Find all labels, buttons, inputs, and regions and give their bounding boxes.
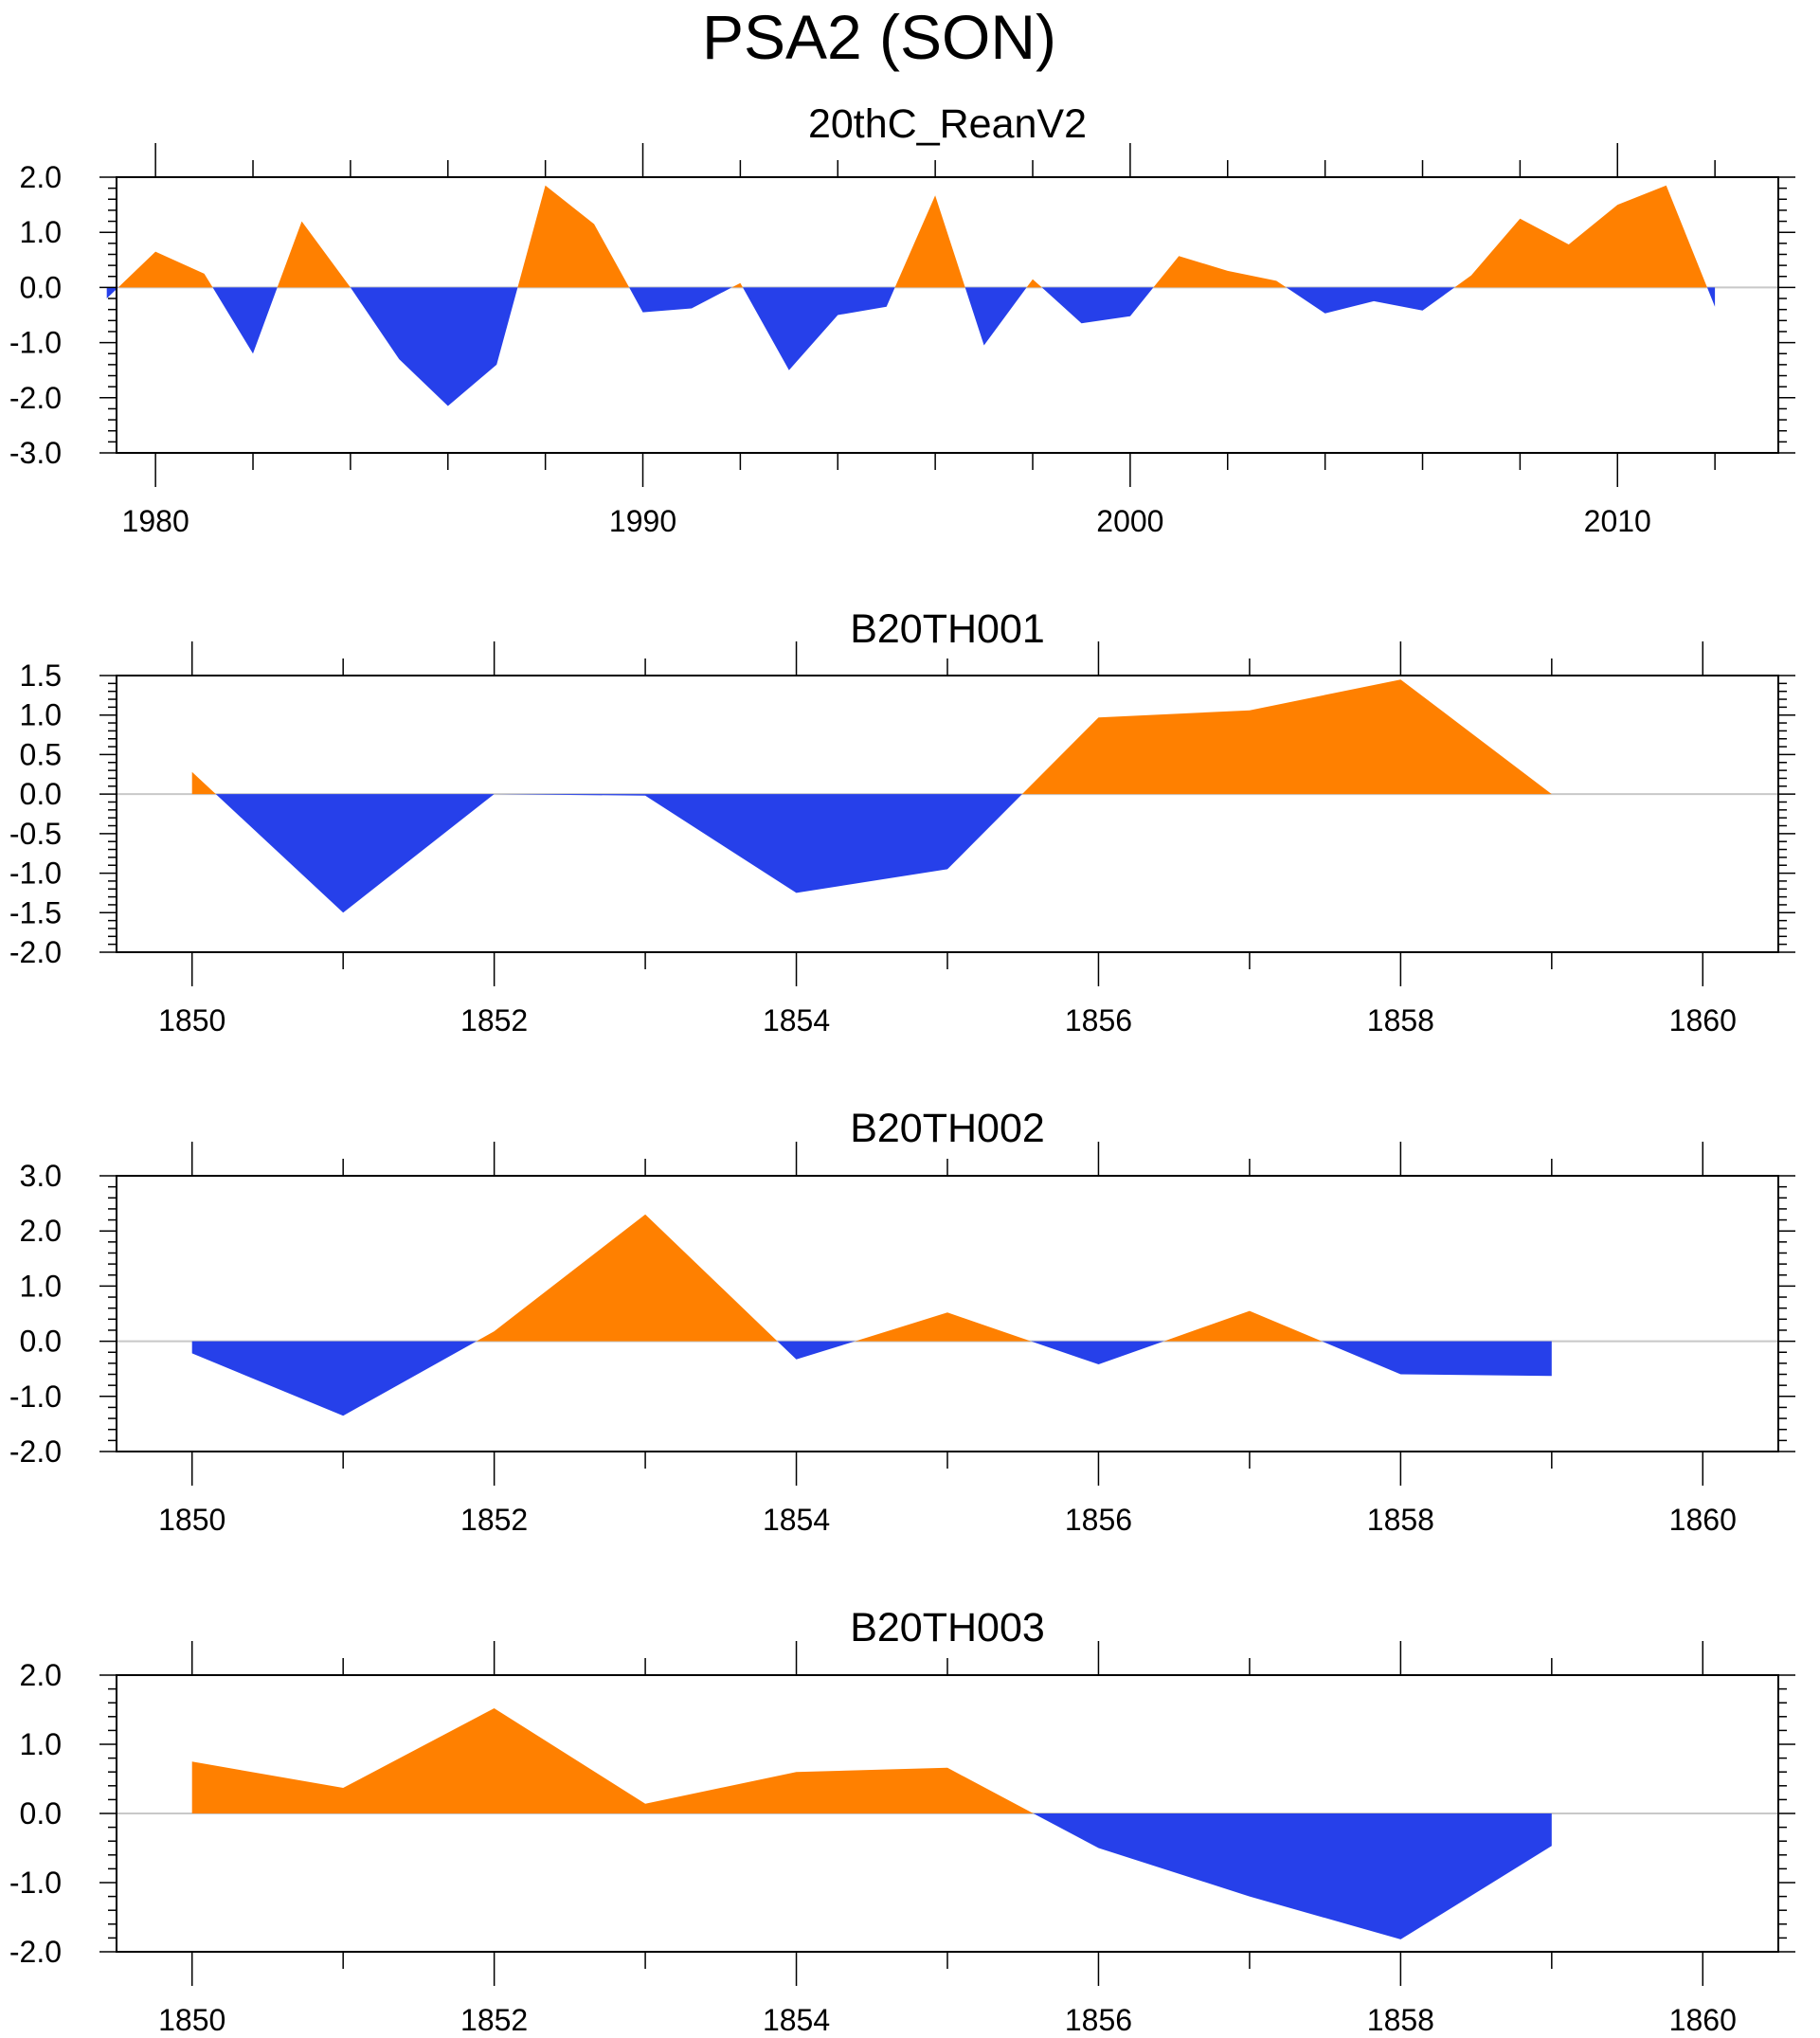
- x-tick-label: 1858: [1367, 1503, 1434, 1537]
- chart-panel-3: B20TH002 3.0 2.0 1.0 0.0 -1.0 -2.0 1850 1852 1854…: [9, 1106, 1795, 1537]
- x-tick-label: 1980: [122, 504, 189, 538]
- y-tick-label: 3.0: [20, 1159, 62, 1193]
- x-tick-label: 1854: [763, 2003, 830, 2037]
- y-tick-label: 1.0: [20, 698, 62, 732]
- x-tick-label: 1854: [763, 1503, 830, 1537]
- panel-title: B20TH002: [850, 1106, 1045, 1151]
- y-tick-label: -1.0: [9, 326, 62, 360]
- y-tick-label: -1.0: [9, 1380, 62, 1414]
- y-tick-label: 2.0: [20, 1658, 62, 1692]
- x-tick-label: 1856: [1065, 2003, 1132, 2037]
- y-tick-label: 0.5: [20, 737, 62, 771]
- y-tick-label: 2.0: [20, 1214, 62, 1248]
- x-tick-label: 1856: [1065, 1003, 1132, 1037]
- x-tick-label: 1852: [460, 1003, 528, 1037]
- y-tick-label: 1.0: [20, 1727, 62, 1761]
- y-tick-label: -1.5: [9, 895, 62, 929]
- chart-panel-1: 20thC_ReanV2 2.0 1.0 0.0 -1.0 -2.0 -3.0 1980 199…: [9, 101, 1795, 538]
- negative-area: [106, 287, 1716, 406]
- x-tick-label: 1990: [609, 504, 676, 538]
- positive-area: [191, 679, 1552, 795]
- negative-area: [191, 794, 1552, 913]
- y-tick-label: 0.0: [20, 1325, 62, 1359]
- x-tick-label: 1858: [1367, 1003, 1434, 1037]
- panel-title: 20thC_ReanV2: [808, 101, 1087, 147]
- panels: 20thC_ReanV2 2.0 1.0 0.0 -1.0 -2.0 -3.0 1980 199…: [9, 101, 1795, 2037]
- x-tick-label: 1850: [158, 2003, 225, 2037]
- y-tick-label: 0.0: [20, 270, 62, 304]
- x-tick-label: 1858: [1367, 2003, 1434, 2037]
- y-tick-label: -1.0: [9, 1866, 62, 1900]
- x-tick-label: 1860: [1669, 1003, 1737, 1037]
- y-tick-label: 1.5: [20, 658, 62, 693]
- y-tick-label: -2.0: [9, 935, 62, 969]
- x-tick-label: 1854: [763, 1003, 830, 1037]
- negative-area: [191, 1813, 1552, 1939]
- chart-panel-4: B20TH003 2.0 1.0 0.0 -1.0 -2.0 1850 1852 1854 185…: [9, 1605, 1795, 2037]
- x-tick-label: 1850: [158, 1003, 225, 1037]
- y-tick-label: 0.0: [20, 777, 62, 811]
- figure-title: PSA2 (SON): [702, 2, 1056, 72]
- x-tick-label: 2010: [1584, 504, 1651, 538]
- panel-title: B20TH003: [850, 1605, 1045, 1650]
- x-tick-label: 1856: [1065, 1503, 1132, 1537]
- y-tick-label: -2.0: [9, 1434, 62, 1469]
- y-tick-label: -2.0: [9, 381, 62, 415]
- x-tick-label: 1850: [158, 1503, 225, 1537]
- y-tick-label: 1.0: [20, 215, 62, 249]
- positive-area: [191, 1708, 1552, 1813]
- positive-area: [106, 185, 1716, 288]
- y-tick-label: 0.0: [20, 1796, 62, 1831]
- x-tick-label: 1860: [1669, 1503, 1737, 1537]
- y-tick-label: 2.0: [20, 160, 62, 194]
- y-tick-label: -1.0: [9, 857, 62, 891]
- x-tick-label: 1860: [1669, 2003, 1737, 2037]
- plot-frame: [116, 176, 1779, 454]
- positive-area: [191, 1214, 1552, 1342]
- negative-area: [191, 1341, 1552, 1416]
- panel-title: B20TH001: [850, 606, 1045, 652]
- y-tick-label: -2.0: [9, 1935, 62, 1969]
- x-tick-label: 1852: [460, 1503, 528, 1537]
- x-tick-label: 1852: [460, 2003, 528, 2037]
- y-tick-label: -3.0: [9, 436, 62, 470]
- x-tick-label: 2000: [1096, 504, 1163, 538]
- y-tick-label: -0.5: [9, 817, 62, 851]
- chart-panel-2: B20TH001 1.5 1.0 0.5 0.0 -0.5 -1.0 -1.5 -2.0 1850…: [9, 606, 1795, 1037]
- y-tick-label: 1.0: [20, 1269, 62, 1303]
